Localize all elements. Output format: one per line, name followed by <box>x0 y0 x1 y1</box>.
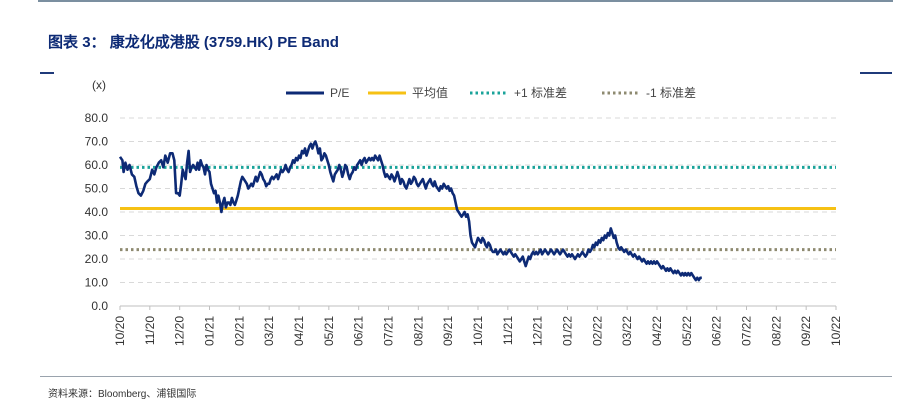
x-tick-label: 11/21 <box>501 316 515 345</box>
x-tick-label: 06/21 <box>352 316 366 346</box>
y-tick-label: 50.0 <box>85 182 109 196</box>
y-tick-label: 30.0 <box>85 229 109 243</box>
x-tick-label: 04/22 <box>650 316 664 346</box>
legend-label: -1 标准差 <box>646 86 696 100</box>
x-axis-ticks: 10/20 11/20 12/20 01/21 02/21 03/21 04/21 05/21… <box>113 306 843 346</box>
x-tick-label: 04/21 <box>292 316 306 346</box>
figure-title-prefix: 图表 <box>48 34 79 51</box>
x-tick-label: 10/22 <box>829 316 843 346</box>
x-tick-label: 09/21 <box>441 316 455 346</box>
x-tick-label: 11/20 <box>143 316 157 345</box>
y-unit-label: (x) <box>92 78 106 92</box>
x-tick-label: 09/22 <box>799 316 813 346</box>
pe-series <box>118 140 702 282</box>
source-rule <box>40 376 892 377</box>
title-rule-right <box>860 72 892 74</box>
x-tick-label: 01/21 <box>203 316 217 346</box>
y-tick-label: 20.0 <box>85 252 109 266</box>
x-tick-label: 02/22 <box>590 316 604 346</box>
legend: P/E 平均值 +1 标准差 -1 标准差 <box>286 85 696 100</box>
y-axis-ticks: 0.0 10.0 20.0 30.0 40.0 50.0 60.0 70.0 80.0 <box>85 111 109 313</box>
x-tick-label: 12/20 <box>173 316 187 346</box>
y-tick-label: 40.0 <box>85 205 109 219</box>
figure-title: 图表 3： 康龙化成港股 (3759.HK) PE Band <box>48 31 339 52</box>
x-tick-label: 08/21 <box>411 316 425 346</box>
y-tick-label: 70.0 <box>85 135 109 149</box>
x-tick-label: 05/22 <box>680 316 694 346</box>
x-tick-label: 02/21 <box>232 316 246 346</box>
pe-line <box>118 140 702 282</box>
gridlines <box>120 117 836 307</box>
x-tick-label: 03/21 <box>262 316 276 346</box>
x-tick-label: 03/22 <box>620 316 634 346</box>
y-tick-label: 80.0 <box>85 111 109 125</box>
y-tick-label: 0.0 <box>91 299 108 313</box>
x-tick-label: 10/21 <box>471 316 485 346</box>
figure-title-code: (3759.HK) PE Band <box>203 34 339 51</box>
x-tick-label: 08/22 <box>769 316 783 346</box>
figure-title-number: 3： <box>82 34 106 51</box>
x-tick-label: 12/21 <box>531 316 545 346</box>
source-note: 资料来源：Bloomberg、浦银国际 <box>48 389 197 400</box>
y-tick-label: 60.0 <box>85 158 109 172</box>
x-tick-label: 07/21 <box>382 316 396 346</box>
x-tick-label: 10/20 <box>113 316 127 346</box>
legend-label: +1 标准差 <box>514 86 567 100</box>
x-tick-label: 05/21 <box>322 316 336 346</box>
y-tick-label: 10.0 <box>85 276 109 290</box>
legend-label: P/E <box>330 86 349 100</box>
figure-title-text: 康龙化成港股 <box>109 34 200 51</box>
band-lines <box>120 165 836 252</box>
title-rule-left <box>40 72 54 74</box>
x-tick-label: 01/22 <box>561 316 575 346</box>
x-tick-label: 06/22 <box>710 316 724 346</box>
legend-label: 平均值 <box>412 85 448 100</box>
top-rule <box>38 0 893 2</box>
x-tick-label: 07/22 <box>740 316 754 346</box>
